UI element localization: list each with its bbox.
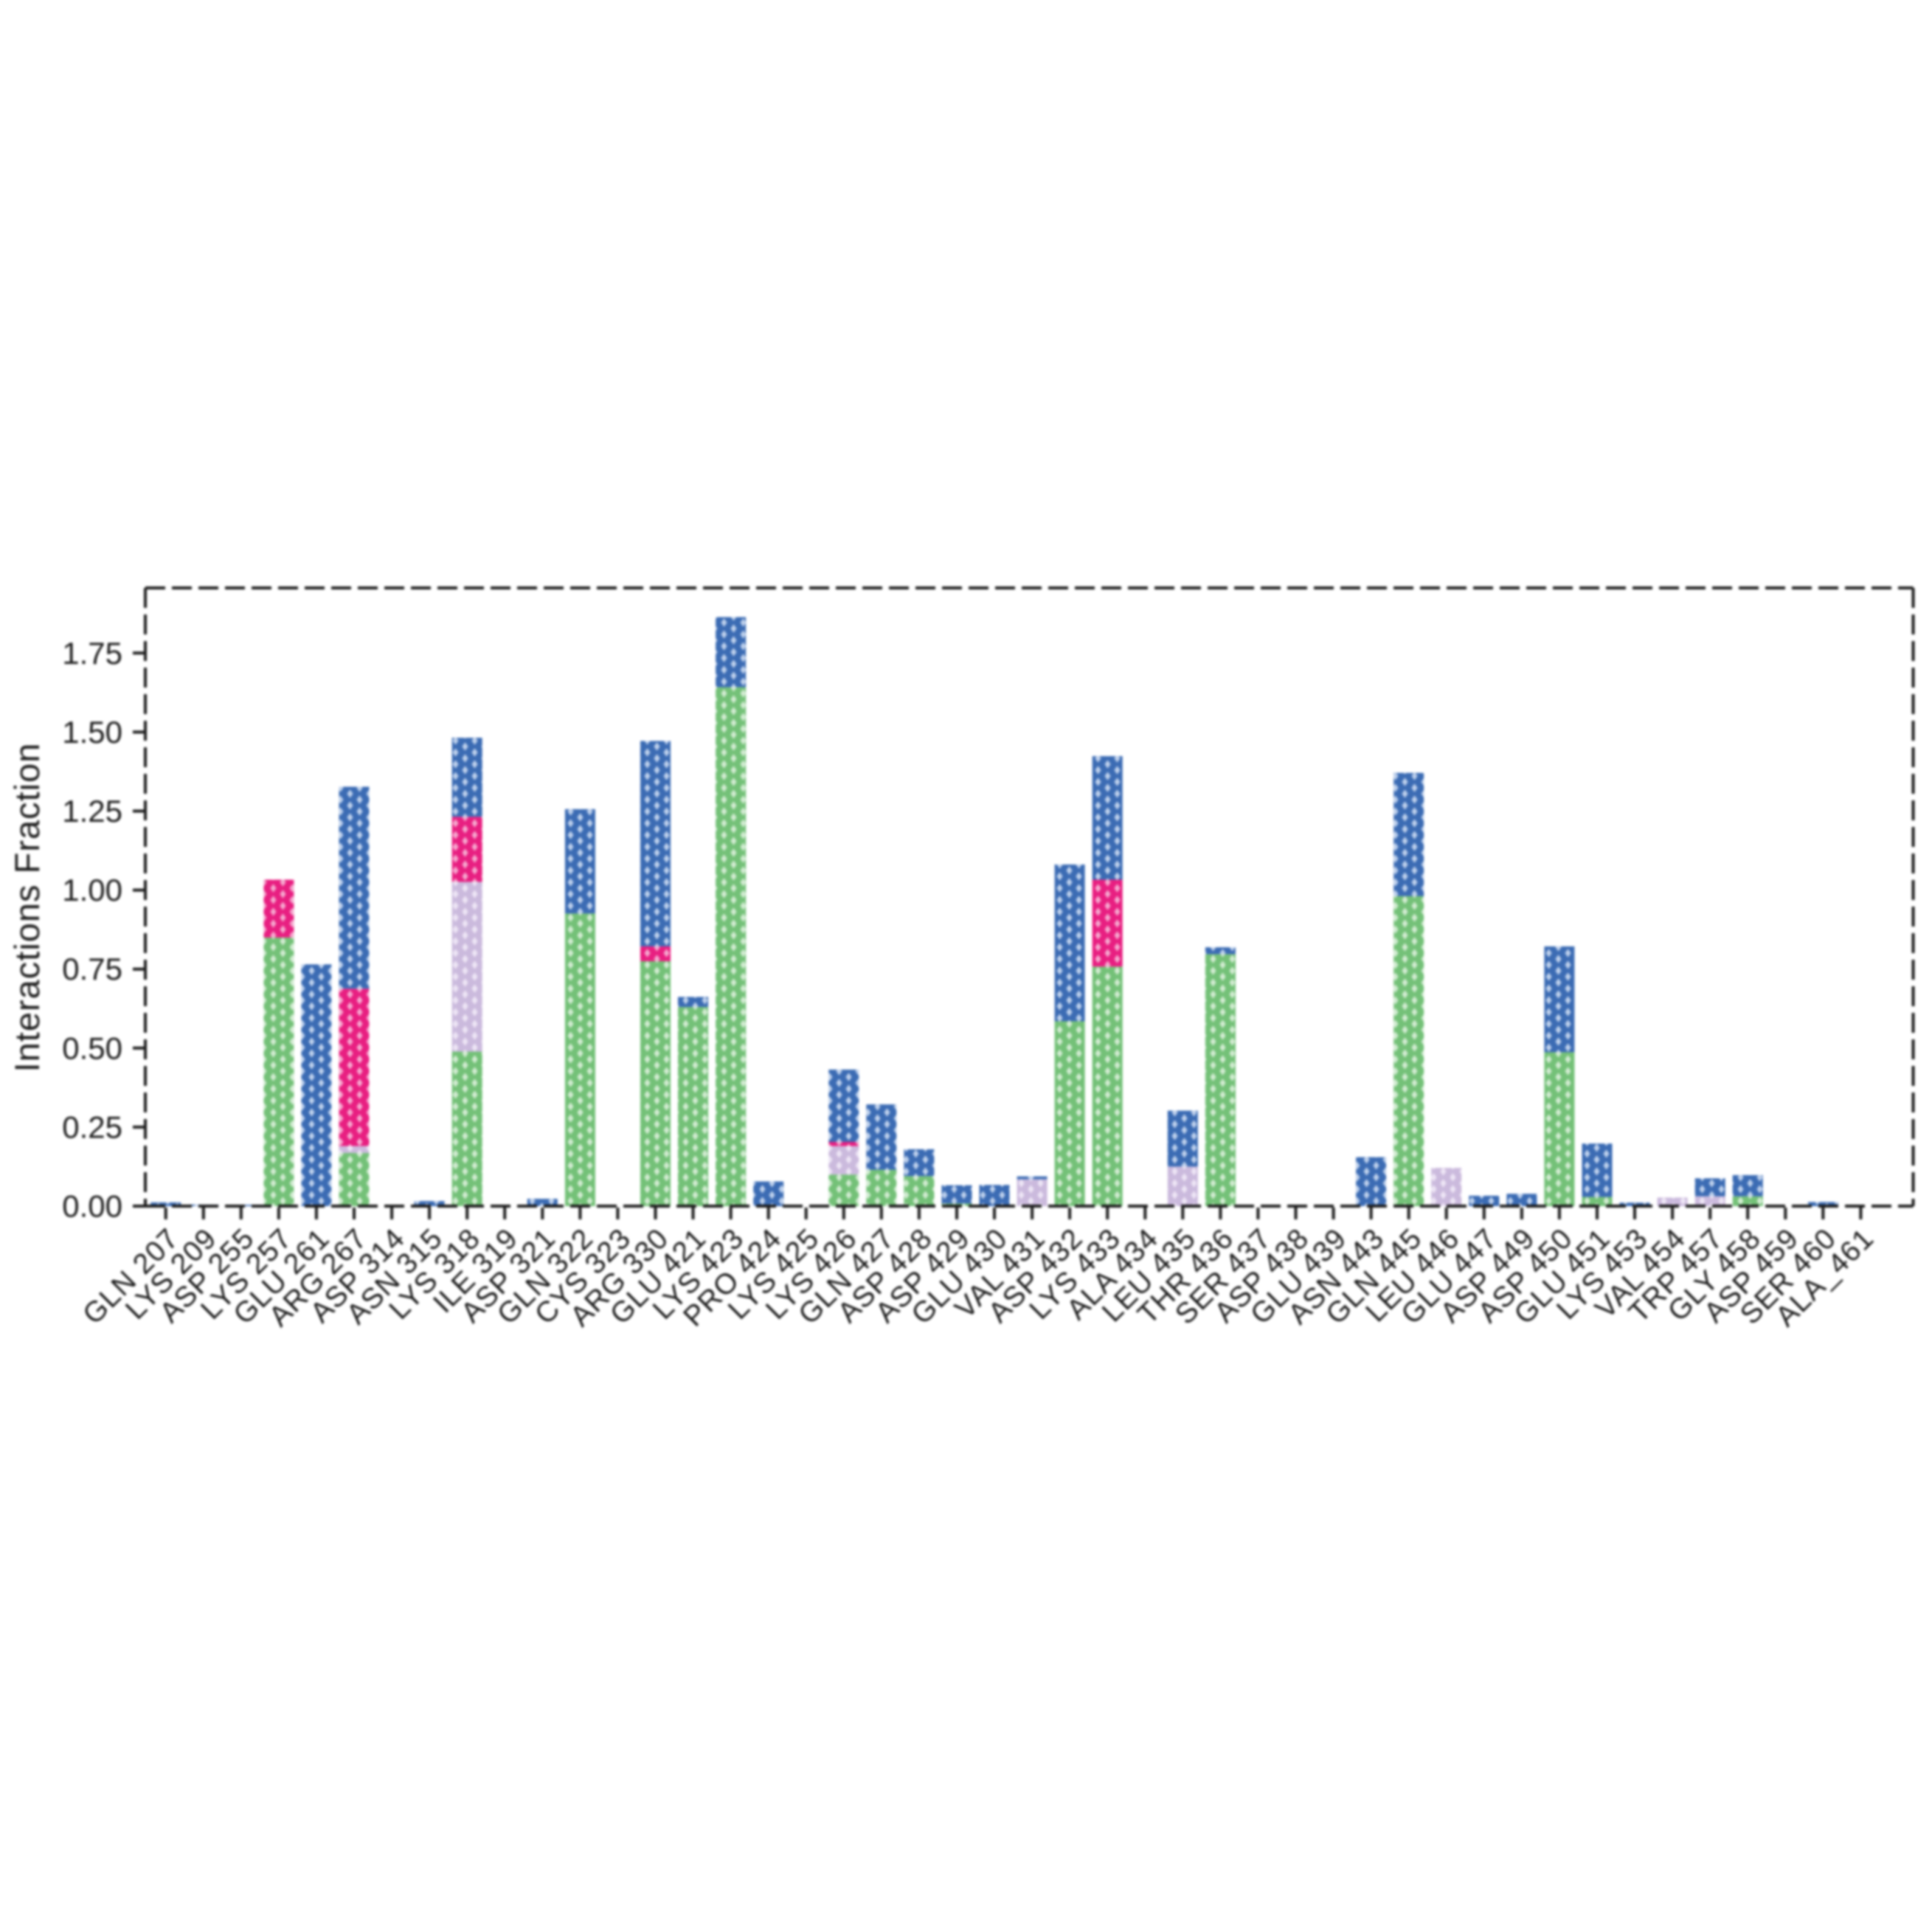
svg-text:0.50: 0.50 (62, 1031, 122, 1065)
svg-text:0.00: 0.00 (62, 1189, 122, 1224)
svg-text:0.25: 0.25 (62, 1109, 122, 1144)
svg-text:1.25: 1.25 (62, 794, 122, 828)
svg-text:Interactions Fraction: Interactions Fraction (7, 743, 46, 1073)
svg-text:1.50: 1.50 (62, 715, 122, 749)
svg-text:1.00: 1.00 (62, 873, 122, 907)
svg-text:1.75: 1.75 (62, 636, 122, 671)
svg-text:0.75: 0.75 (62, 952, 122, 986)
